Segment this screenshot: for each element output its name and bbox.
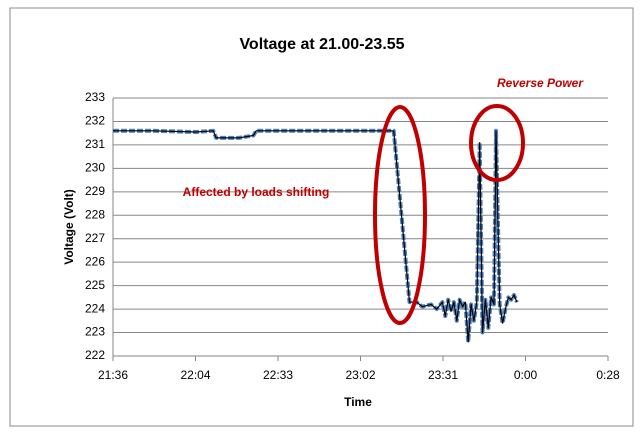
highlight-ellipse	[373, 105, 427, 325]
y-tick-label: 222	[85, 348, 105, 362]
y-tick-label: 227	[85, 231, 105, 245]
x-axis-label: Time	[344, 395, 372, 409]
y-tick-label: 223	[85, 325, 105, 339]
annotation: Affected by loads shifting	[183, 185, 330, 199]
y-tick-label: 225	[85, 278, 105, 292]
x-tick-label: 23:02	[345, 368, 375, 382]
y-tick-label: 231	[85, 137, 105, 151]
x-tick-label: 0:00	[514, 368, 538, 382]
x-tick-label: 23:31	[428, 368, 458, 382]
highlight-ellipse	[469, 104, 525, 182]
y-tick-label: 226	[85, 254, 105, 268]
x-tick-label: 21:36	[98, 368, 128, 382]
y-axis-label: Voltage (Volt)	[62, 189, 76, 265]
y-tick-label: 229	[85, 184, 105, 198]
y-tick-label: 232	[85, 114, 105, 128]
x-tick-label: 0:28	[596, 368, 620, 382]
x-tick-label: 22:33	[263, 368, 293, 382]
chart-title: Voltage at 21.00-23.55	[239, 36, 404, 53]
series-line	[113, 130, 518, 343]
y-tick-label: 230	[85, 161, 105, 175]
annotation: Reverse Power	[497, 76, 584, 90]
y-tick-label: 228	[85, 207, 105, 221]
y-tick-label: 224	[85, 301, 105, 315]
plot-area: 222 223 224 225 226 227 228 229 230 231 232 233 21:3…	[85, 90, 620, 382]
y-tick-label: 233	[85, 90, 105, 104]
x-tick-label: 22:04	[180, 368, 210, 382]
